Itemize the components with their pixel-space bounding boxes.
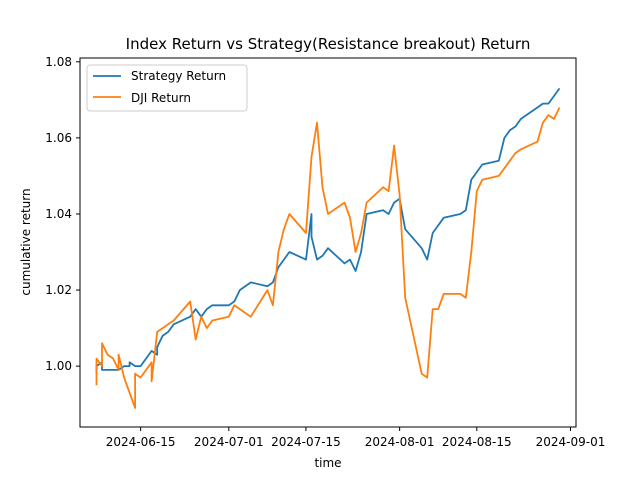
y-tick-label: 1.02	[45, 283, 72, 297]
x-tick-label: 2024-06-15	[106, 435, 176, 449]
y-tick-label: 1.06	[45, 131, 72, 145]
y-tick-label: 1.04	[45, 207, 72, 221]
legend: Strategy Return DJI Return	[86, 64, 248, 112]
x-tick-label: 2024-08-01	[365, 435, 435, 449]
x-axis-ticks: 2024-06-15 2024-07-01 2024-07-15 2024-08-01…	[106, 427, 606, 449]
chart-title: Index Return vs Strategy(Resistance brea…	[126, 35, 531, 53]
x-tick-label: 2024-08-15	[442, 435, 512, 449]
x-tick-label: 2024-09-01	[536, 435, 606, 449]
series-lines	[95, 87, 561, 409]
legend-box	[86, 64, 248, 112]
y-axis-ticks: 1.00 1.02 1.04 1.06 1.08	[45, 55, 80, 373]
x-tick-label: 2024-07-01	[194, 435, 264, 449]
y-tick-label: 1.00	[45, 359, 72, 373]
x-axis-label: time	[314, 456, 341, 470]
plot-frame	[79, 57, 577, 428]
y-axis-label: cumulative return	[19, 188, 33, 295]
y-tick-label: 1.08	[45, 55, 72, 69]
legend-label-dji: DJI Return	[131, 91, 191, 105]
legend-label-strategy: Strategy Return	[131, 69, 226, 83]
series-line-0	[95, 87, 561, 374]
x-tick-label: 2024-07-15	[271, 435, 341, 449]
series-line-1	[95, 107, 561, 409]
